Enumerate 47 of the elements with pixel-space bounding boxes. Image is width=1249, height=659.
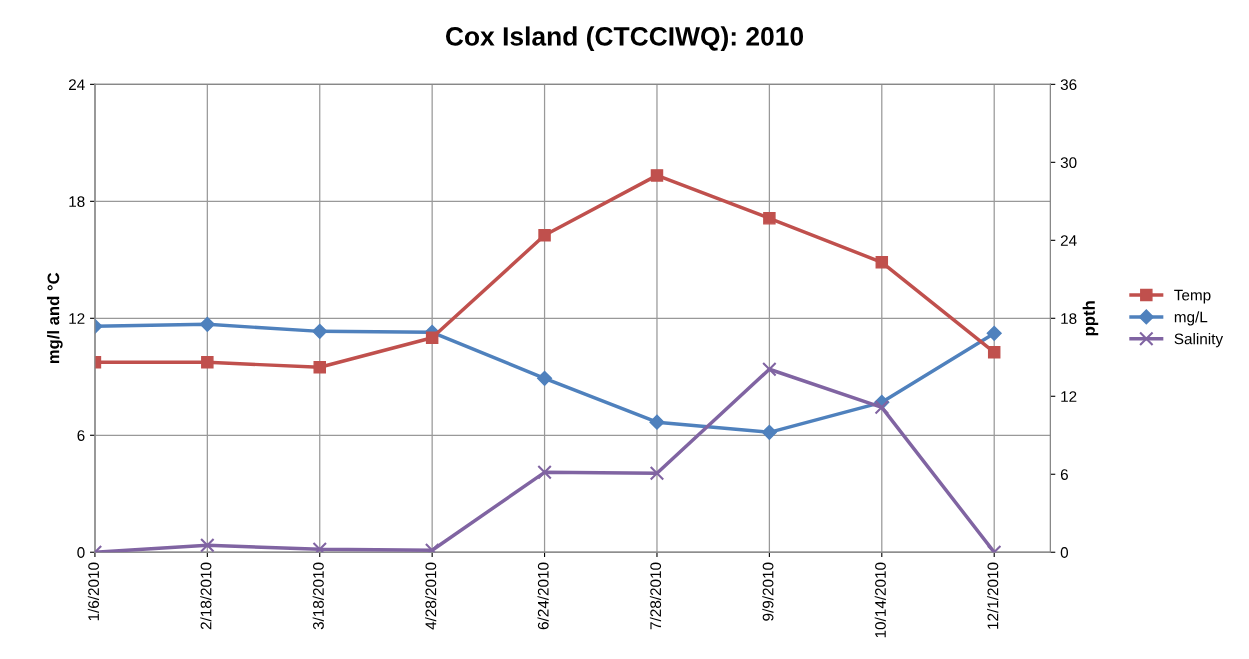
x-tick-label: 6/24/2010 [537,562,549,630]
y2-axis-title: ppth [1082,301,1099,336]
y2-tick-label: 18 [1061,313,1077,324]
y-tick-label: 12 [69,313,85,324]
x-tick-label: 10/14/2010 [874,562,886,638]
point [201,356,214,369]
y-tick-label: 24 [68,79,85,90]
y2-tick-label: 30 [1060,157,1077,169]
y2-tick-label: 36 [1060,79,1077,91]
x-tick-label: 3/18/2010 [312,562,324,630]
point [425,331,439,345]
x-tick-label: 12/1/2010 [987,562,999,629]
point [875,256,889,269]
legend-label: mg/L [1174,311,1208,326]
y2-tick-label: 6 [1060,469,1068,480]
y-tick-label: 18 [69,196,85,208]
point [763,212,776,225]
x-tick-label: 2/18/2010 [200,562,212,630]
point [312,541,328,553]
point [200,537,215,553]
point [761,424,777,440]
x-tick-label: 7/28/2010 [649,562,662,630]
point [537,465,552,480]
x-tick-label: 1/6/2010 [87,562,100,621]
point [650,169,664,182]
point [649,465,665,481]
chart-title: Cox Island (CTCCIWQ): 2010 [445,26,804,51]
y-tick-label: 6 [77,430,85,441]
x-tick-label: 4/28/2010 [425,562,437,630]
point [312,323,328,339]
point [538,228,551,242]
point [649,414,665,430]
point [199,316,215,332]
point [762,361,777,377]
point [313,360,326,374]
y2-tick-label: 0 [1060,547,1069,558]
legend-label: Temp [1174,289,1211,304]
y2-tick-label: 24 [1060,235,1077,246]
legend-label: Salinity [1174,333,1224,348]
point [536,370,553,386]
point [986,325,1002,341]
y-tick-label: 0 [77,547,85,558]
x-tick-label: 9/9/2010 [762,562,774,621]
y2-tick-label: 12 [1061,391,1077,402]
point [987,345,1001,359]
point [874,400,890,415]
y-axis-title: mg/l and °C [47,272,63,364]
